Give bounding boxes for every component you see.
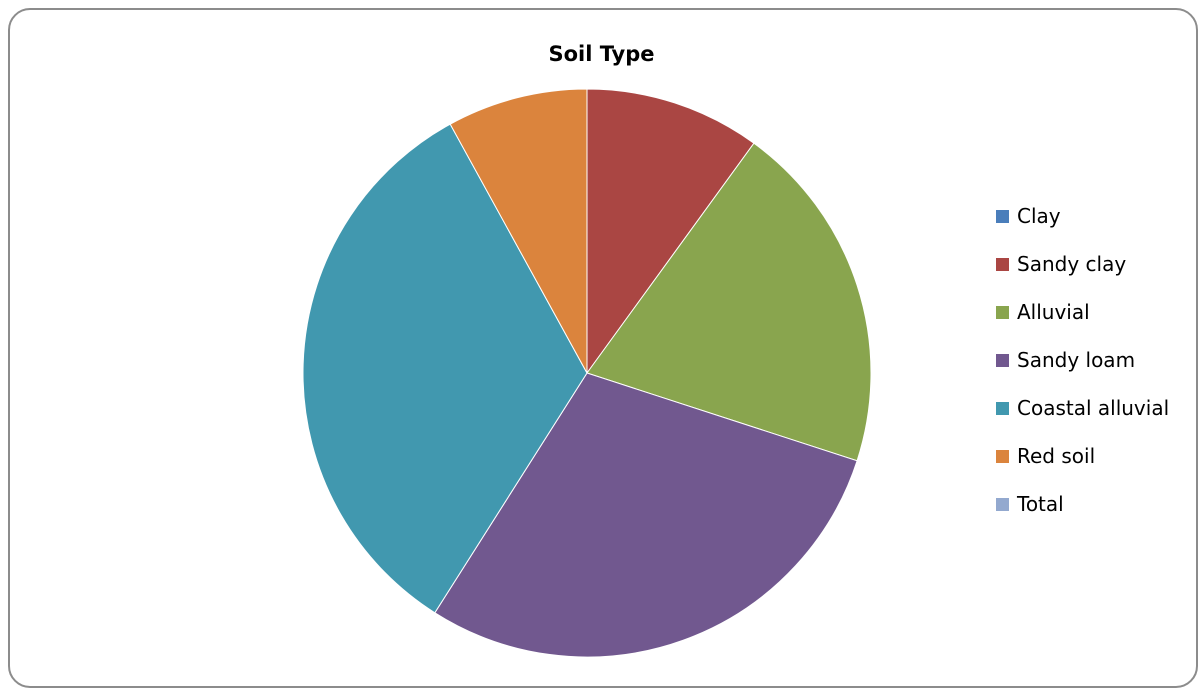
legend-item: Sandy clay: [996, 240, 1169, 288]
legend-label: Clay: [1017, 204, 1061, 228]
legend-swatch: [996, 209, 1009, 223]
pie-slice-red-soil: [449, 88, 588, 374]
legend-label: Alluvial: [1017, 300, 1090, 324]
legend-item: Total: [996, 480, 1169, 528]
legend-swatch: [996, 449, 1009, 463]
chart-title: Soil Type: [548, 42, 655, 66]
legend-item: Red soil: [996, 432, 1169, 480]
legend-label: Coastal alluvial: [1017, 396, 1170, 420]
legend-swatch: [996, 401, 1009, 415]
chart-legend: Clay Sandy clay Alluvial Sandy loam Coas…: [996, 192, 1169, 528]
pie-slice-alluvial: [586, 142, 872, 462]
legend-item: Sandy loam: [996, 336, 1169, 384]
pie-slice-coastal-alluvial: [302, 123, 588, 614]
legend-item: Clay: [996, 192, 1169, 240]
pie-slice-sandy-clay: [586, 88, 755, 375]
legend-swatch: [996, 257, 1009, 271]
legend-item: Coastal alluvial: [996, 384, 1169, 432]
legend-swatch: [996, 305, 1009, 319]
legend-label: Total: [1017, 492, 1064, 516]
legend-item: Alluvial: [996, 288, 1169, 336]
legend-swatch: [996, 497, 1009, 511]
legend-label: Sandy loam: [1017, 348, 1136, 372]
legend-swatch: [996, 353, 1009, 367]
legend-label: Sandy clay: [1017, 252, 1127, 276]
pie-slice-sandy-loam: [434, 372, 858, 658]
legend-label: Red soil: [1017, 444, 1096, 468]
